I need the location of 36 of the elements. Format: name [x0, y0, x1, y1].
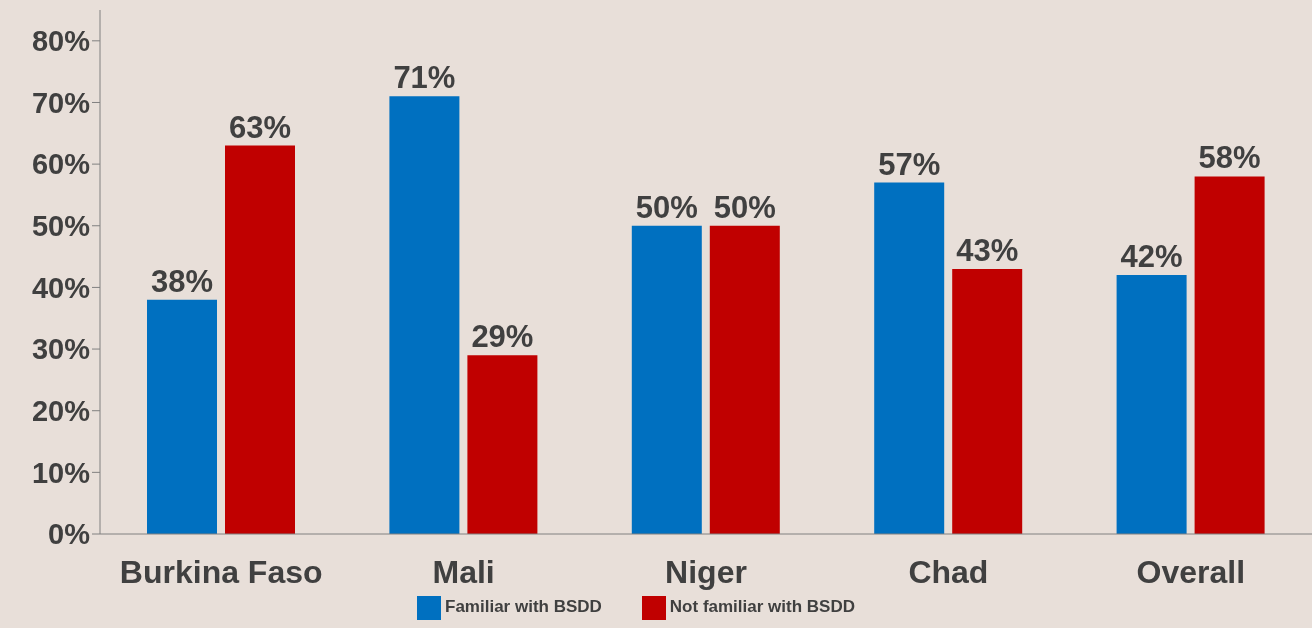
bar [1194, 176, 1265, 534]
y-tick-label: 70% [31, 86, 91, 119]
data-label: 58% [1198, 140, 1261, 176]
data-label: 29% [471, 319, 534, 355]
y-tick-label: 10% [31, 456, 91, 489]
bar [147, 299, 217, 534]
bar [1116, 275, 1187, 534]
y-tick-label: 20% [31, 395, 91, 427]
y-tick-label: 0% [48, 518, 91, 551]
bar [631, 225, 702, 534]
y-tick-label: 60% [31, 148, 91, 181]
data-label: 38% [150, 263, 214, 299]
x-tick-label: Burkina Faso [119, 553, 323, 590]
x-tick-label: Niger [665, 553, 747, 590]
data-label: 42% [1120, 239, 1183, 275]
legend-label: Familiar with BSDD [445, 597, 602, 617]
data-label: 43% [956, 232, 1019, 268]
data-label: 50% [635, 189, 698, 225]
x-tick-label: Chad [908, 553, 989, 590]
bar [874, 182, 945, 534]
data-label: 57% [878, 146, 941, 182]
bar [467, 355, 538, 534]
x-tick-label: Mali [432, 553, 495, 590]
bar [225, 145, 295, 534]
x-tick-label: Overall [1136, 553, 1246, 590]
legend-label: Not familiar with BSDD [669, 597, 855, 617]
data-label: 50% [713, 189, 776, 225]
y-tick-label: 80% [31, 25, 91, 58]
bar [389, 96, 460, 534]
y-tick-label: 50% [31, 210, 91, 243]
data-label: 71% [393, 60, 456, 96]
y-tick-label: 30% [31, 333, 91, 366]
bar [952, 268, 1023, 534]
data-label: 63% [228, 109, 292, 145]
bar [709, 225, 780, 534]
y-tick-label: 40% [31, 271, 91, 304]
